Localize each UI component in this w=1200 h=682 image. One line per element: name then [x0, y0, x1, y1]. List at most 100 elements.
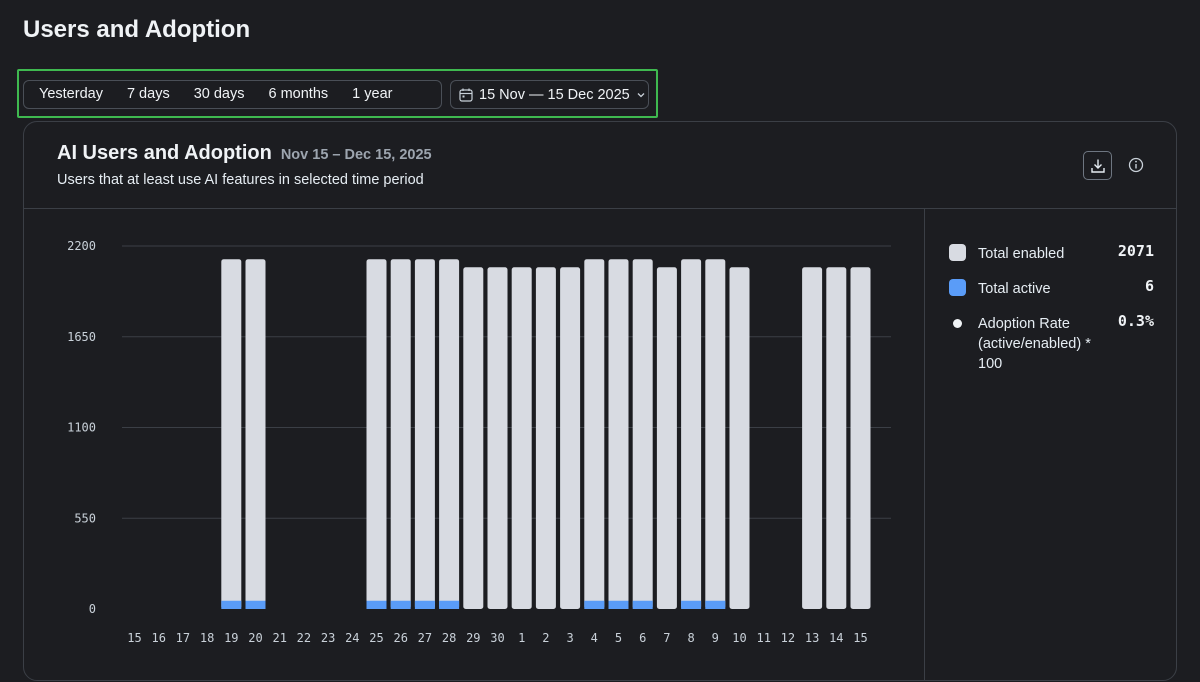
bar-total-enabled [390, 259, 411, 609]
adoption-rate-value: 0.3% [1117, 312, 1154, 330]
bar-total-enabled [850, 267, 871, 609]
adoption-rate-label: Adoption Rate (active/enabled) * 100 [978, 316, 1091, 372]
card-title-row: AI Users and Adoption Nov 15 – Dec 15, 2… [57, 142, 432, 165]
range-yesterday-button[interactable]: Yesterday [39, 86, 103, 102]
x-tick-label: 17 [176, 631, 190, 645]
x-tick-label: 27 [418, 631, 432, 645]
range-7-days-button[interactable]: 7 days [126, 86, 170, 102]
x-tick-label: 12 [781, 631, 795, 645]
x-tick-label: 5 [615, 631, 622, 645]
bar-total-enabled [366, 259, 387, 609]
total-active-value: 6 [1144, 277, 1154, 295]
total-enabled-value: 2071 [1117, 242, 1154, 260]
chevron-down-icon [637, 92, 645, 97]
legend-divider [924, 209, 925, 680]
legend-total-enabled: Total enabled 2071 [948, 241, 1154, 276]
x-tick-label: 19 [224, 631, 238, 645]
x-tick-label: 22 [297, 631, 311, 645]
download-icon [1090, 159, 1105, 173]
page-title: Users and Adoption [23, 16, 251, 43]
x-tick-label: 26 [393, 631, 407, 645]
x-tick-label: 15 [853, 631, 867, 645]
bar-total-active [439, 600, 460, 609]
x-tick-label: 9 [712, 631, 719, 645]
total-active-swatch [949, 279, 966, 296]
x-tick-label: 4 [591, 631, 598, 645]
bar-total-active [681, 600, 702, 609]
x-tick-label: 14 [829, 631, 843, 645]
x-tick-label: 29 [466, 631, 480, 645]
card-date-range: Nov 15 – Dec 15, 2025 [280, 147, 432, 163]
y-tick-label: 2200 [67, 239, 96, 253]
bar-total-active [414, 600, 435, 609]
bar-total-enabled [560, 267, 581, 609]
bar-total-enabled [729, 267, 750, 609]
bar-total-active [705, 600, 726, 609]
bar-total-active [221, 600, 242, 609]
bar-total-enabled [439, 259, 460, 609]
bar-total-enabled [608, 259, 629, 609]
adoption-rate-dot [953, 319, 962, 328]
bar-total-active [584, 600, 605, 609]
calendar-icon [459, 88, 473, 102]
range-selector-highlight [17, 69, 658, 118]
x-tick-label: 20 [248, 631, 262, 645]
legend-panel: Total enabled 2071 Total active 6 Adopti… [948, 241, 1154, 372]
x-tick-label: 13 [805, 631, 819, 645]
legend-total-active: Total active 6 [948, 276, 1154, 311]
bar-total-enabled [221, 259, 242, 609]
bar-total-active [366, 600, 387, 609]
legend-adoption-rate: Adoption Rate (active/enabled) * 100 0.3… [948, 311, 1154, 372]
x-tick-label: 10 [732, 631, 746, 645]
bar-total-active [390, 600, 411, 609]
bar-total-enabled [414, 259, 435, 609]
range-30-days-button[interactable]: 30 days [193, 86, 245, 102]
y-tick-label: 550 [74, 511, 96, 525]
total-enabled-label: Total enabled [978, 246, 1065, 262]
x-tick-label: 24 [345, 631, 359, 645]
bar-total-enabled [245, 259, 266, 609]
card-header: AI Users and Adoption Nov 15 – Dec 15, 2… [24, 122, 1176, 209]
x-tick-label: 21 [272, 631, 286, 645]
x-tick-label: 8 [687, 631, 694, 645]
x-tick-label: 25 [369, 631, 383, 645]
range-button-group: Yesterday 7 days 30 days 6 months 1 year [23, 80, 442, 109]
x-tick-label: 18 [200, 631, 214, 645]
bar-total-enabled [487, 267, 508, 609]
bar-total-enabled [681, 259, 702, 609]
card-subtitle: Users that at least use AI features in s… [57, 172, 424, 188]
download-button[interactable] [1083, 151, 1112, 180]
bar-total-enabled [656, 267, 677, 609]
x-tick-label: 23 [321, 631, 335, 645]
range-1-year-button[interactable]: 1 year [352, 86, 393, 102]
y-tick-label: 1650 [67, 330, 96, 344]
x-tick-label: 2 [542, 631, 549, 645]
x-tick-label: 6 [639, 631, 646, 645]
x-tick-label: 3 [566, 631, 573, 645]
date-range-label: 15 Nov — 15 Dec 2025 [479, 86, 630, 103]
total-active-label: Total active [978, 281, 1051, 297]
bar-total-active [245, 600, 266, 609]
x-tick-label: 16 [151, 631, 165, 645]
y-tick-label: 0 [89, 602, 96, 616]
bar-total-enabled [826, 267, 847, 609]
bar-total-enabled [511, 267, 532, 609]
bar-total-enabled [632, 259, 653, 609]
x-tick-label: 11 [756, 631, 770, 645]
x-tick-label: 7 [663, 631, 670, 645]
x-tick-label: 1 [518, 631, 525, 645]
info-icon[interactable] [1127, 156, 1145, 174]
x-tick-label: 15 [127, 631, 141, 645]
x-tick-label: 28 [442, 631, 456, 645]
card-title: AI Users and Adoption [57, 142, 272, 164]
bar-total-enabled [584, 259, 605, 609]
bar-total-active [608, 600, 629, 609]
ai-adoption-card: AI Users and Adoption Nov 15 – Dec 15, 2… [23, 121, 1177, 681]
total-enabled-swatch [949, 244, 966, 261]
date-range-picker[interactable]: 15 Nov — 15 Dec 2025 [450, 80, 649, 109]
range-6-months-button[interactable]: 6 months [268, 86, 329, 102]
bar-total-enabled [463, 267, 484, 609]
bar-total-enabled [535, 267, 556, 609]
bar-total-active [632, 600, 653, 609]
